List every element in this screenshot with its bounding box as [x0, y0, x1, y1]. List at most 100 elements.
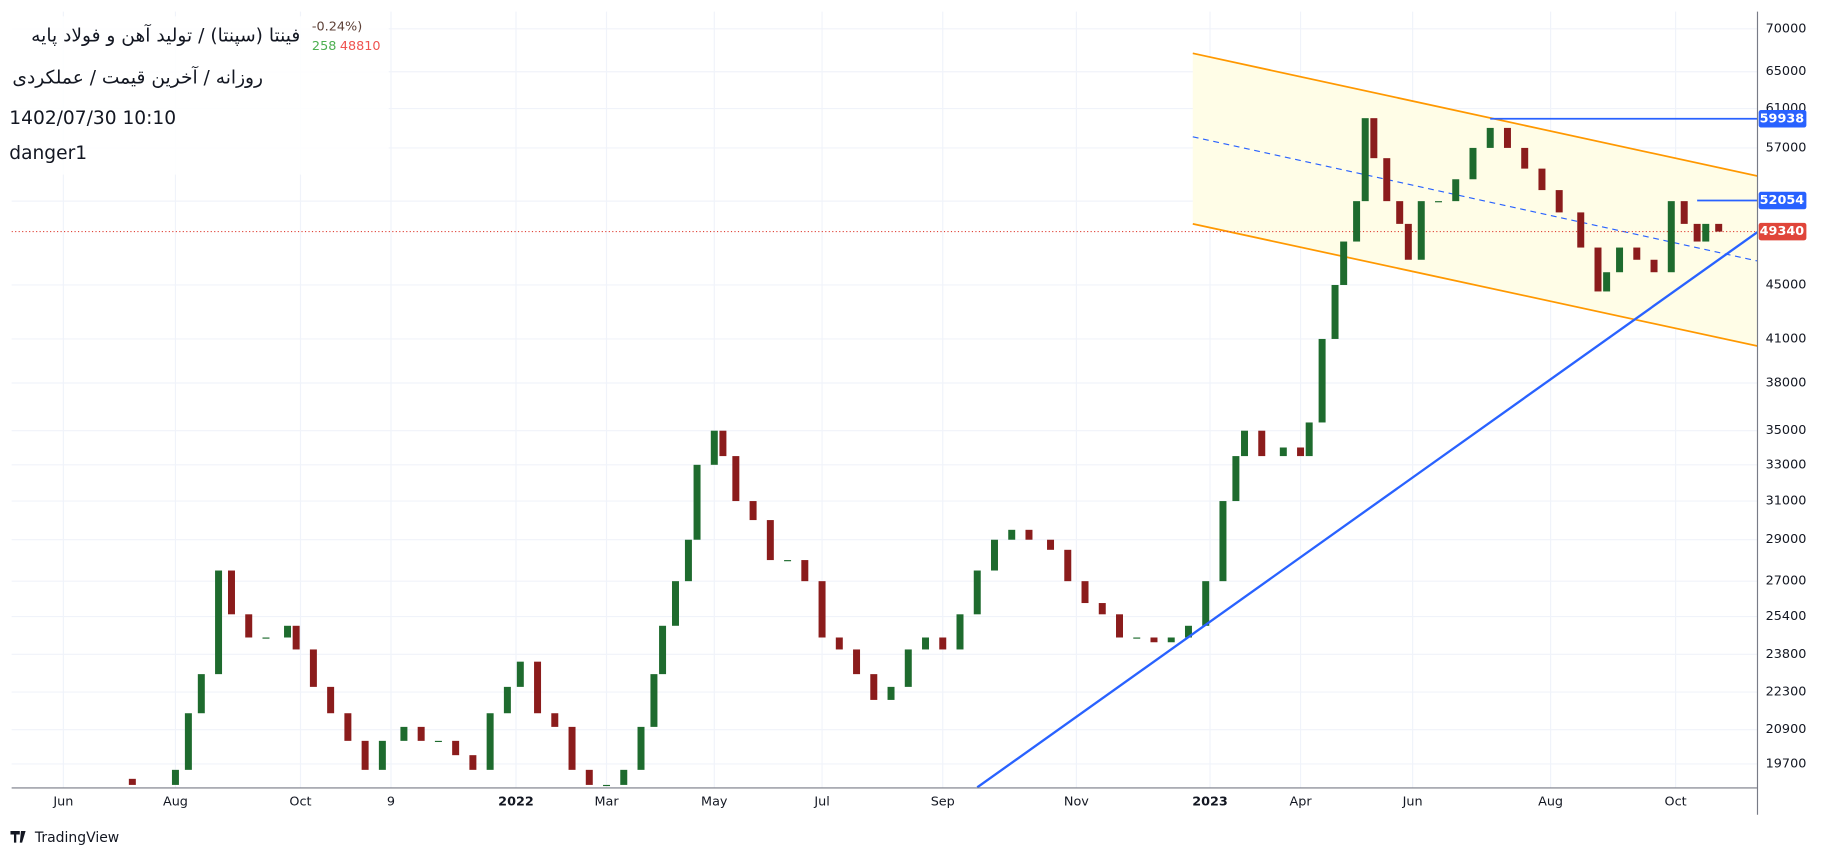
candle: [659, 625, 667, 675]
candle: [1469, 147, 1477, 180]
x-tick-label: Nov: [1064, 794, 1089, 809]
annotation: danger1: [9, 143, 87, 164]
x-tick-label: Jun: [1402, 794, 1423, 809]
candle: [719, 430, 727, 457]
candle: [1098, 603, 1106, 615]
candle: [1064, 549, 1072, 582]
candle: [503, 686, 511, 714]
candle: [1521, 147, 1529, 169]
candle: [184, 713, 192, 770]
candle: [650, 674, 658, 727]
candle: [245, 614, 253, 638]
candle: [400, 726, 408, 741]
y-tick-label: 23800: [1766, 647, 1807, 662]
candle: [732, 456, 740, 502]
y-tick-label: 70000: [1766, 21, 1807, 36]
price-label: 49340: [1760, 224, 1805, 239]
candle: [1435, 201, 1442, 203]
candle: [1305, 422, 1313, 457]
candle: [1008, 529, 1016, 540]
x-tick-label: 2023: [1192, 794, 1228, 809]
brand-logo: [10, 831, 26, 843]
candle: [939, 637, 947, 650]
channel-upper: [1192, 52, 1758, 177]
candle: [1503, 127, 1511, 148]
candle: [620, 769, 628, 785]
candle: [417, 726, 425, 741]
candle: [1202, 581, 1210, 626]
legend-fragment: -0.24%): [312, 19, 362, 34]
legend-fragment: 258: [312, 39, 336, 54]
candle: [1331, 284, 1339, 339]
candle: [309, 649, 317, 687]
candle: [1715, 223, 1723, 232]
candle: [551, 713, 559, 727]
x-tick-label: May: [701, 794, 728, 809]
candle: [534, 661, 542, 714]
candle: [818, 581, 826, 638]
candle: [1383, 158, 1391, 202]
candle: [1693, 223, 1701, 242]
y-tick-label: 27000: [1766, 574, 1807, 589]
y-tick-label: 45000: [1766, 277, 1807, 292]
candle: [292, 625, 300, 650]
candle: [1452, 179, 1460, 202]
candle: [378, 740, 386, 770]
candle: [693, 464, 701, 540]
candle: [1184, 625, 1192, 638]
y-tick-label: 25400: [1766, 609, 1807, 624]
y-tick-label: 33000: [1766, 457, 1807, 472]
candle: [1133, 637, 1141, 639]
x-tick-label: Jul: [813, 794, 829, 809]
candle: [128, 778, 136, 785]
candle: [1318, 338, 1326, 423]
x-tick-label: Apr: [1289, 794, 1312, 809]
y-tick-label: 38000: [1766, 376, 1807, 391]
y-tick-label: 29000: [1766, 532, 1807, 547]
candle: [1232, 456, 1240, 502]
candle: [1577, 212, 1585, 248]
candle: [1702, 223, 1710, 242]
candle: [1680, 201, 1688, 224]
y-tick-label: 19700: [1766, 756, 1807, 771]
candle: [1404, 223, 1412, 260]
plot-area: [11, 52, 1758, 788]
candle: [766, 520, 774, 561]
candle: [990, 539, 998, 571]
x-tick-label: Aug: [1538, 794, 1563, 809]
candle: [784, 560, 792, 562]
y-tick-label: 31000: [1766, 494, 1807, 509]
candle: [486, 713, 494, 770]
x-tick-label: Mar: [594, 794, 619, 809]
candle: [361, 740, 369, 770]
candle: [835, 637, 843, 650]
candle: [1633, 247, 1641, 260]
chart-title: فینتا (سپنتا) / تولید آهن و فولاد پایه: [31, 24, 300, 47]
y-tick-label: 57000: [1766, 140, 1807, 155]
candle: [516, 661, 524, 687]
channel-middle: [1192, 136, 1758, 262]
candle: [1258, 430, 1266, 457]
candle: [171, 769, 179, 785]
candle: [637, 726, 645, 770]
y-tick-label: 20900: [1766, 722, 1807, 737]
y-tick-label: 35000: [1766, 423, 1807, 438]
candle: [1219, 501, 1227, 582]
x-tick-label: Oct: [289, 794, 311, 809]
channel-fill: [1192, 53, 1758, 347]
candle: [1594, 247, 1602, 292]
candle: [870, 674, 878, 700]
timestamp: 1402/07/30 10:10: [9, 108, 176, 129]
candle: [469, 755, 477, 770]
candle: [922, 637, 930, 650]
candle: [215, 570, 223, 675]
candle: [1486, 127, 1494, 148]
candle: [853, 649, 861, 675]
candle: [284, 625, 292, 638]
price-label-bg: [1758, 222, 1807, 241]
candle: [887, 686, 895, 700]
price-label: 59938: [1760, 111, 1805, 126]
candle: [1616, 247, 1624, 273]
